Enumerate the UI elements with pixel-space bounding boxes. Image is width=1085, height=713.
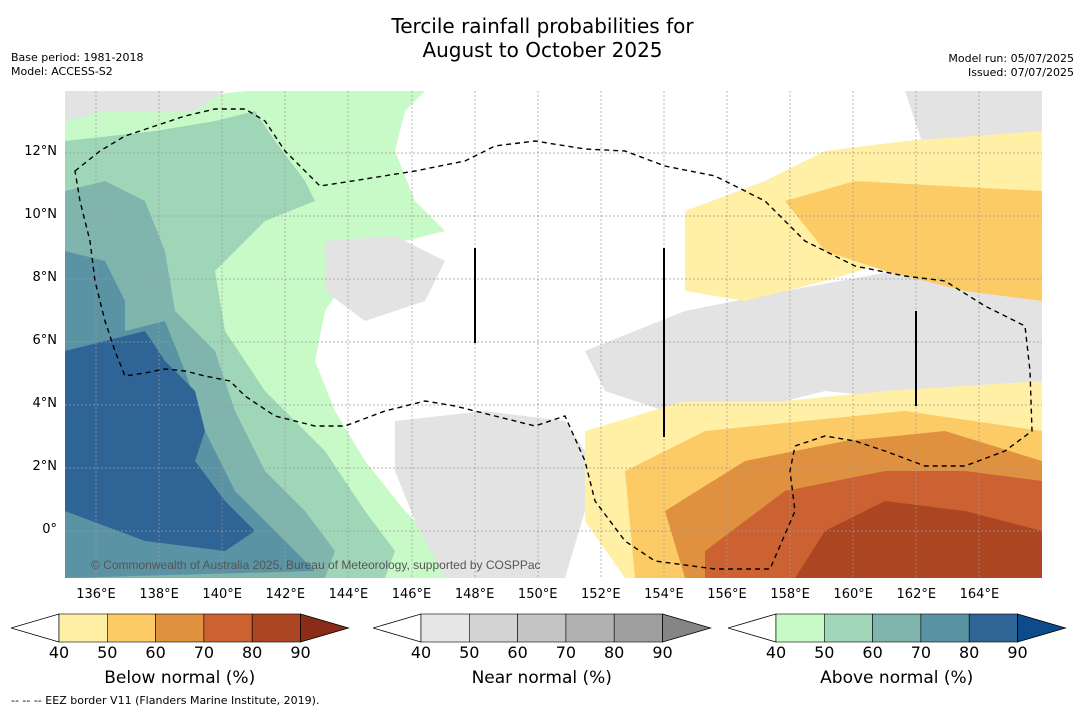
colorbar-tick: 60 [862, 643, 883, 662]
colorbar-label: Below normal (%) [104, 668, 256, 688]
near-normal-region-northwest [65, 91, 225, 121]
lat-tick-label: 4°N [32, 396, 58, 411]
rainfall-probability-map: © Commonwealth of Australia 2025, Bureau… [65, 91, 1042, 578]
colorbar-segment [469, 613, 518, 643]
colorbar-segment [517, 613, 567, 643]
colorbar-tick: 90 [1007, 643, 1028, 662]
issued-date: Issued: 07/07/2025 [967, 66, 1074, 79]
colorbar-tick: 60 [145, 643, 166, 662]
lon-tick-label: 148°E [454, 587, 495, 602]
title-line-1: Tercile rainfall probabilities for [391, 14, 694, 38]
colorbar-max-extend [662, 613, 712, 643]
colorbar-tick: 70 [910, 643, 932, 662]
colorbar-0 [11, 613, 350, 643]
lon-tick-label: 162°E [896, 587, 937, 602]
near-normal-region-central [325, 236, 445, 321]
lon-tick-label: 140°E [202, 587, 242, 602]
lon-tick-label: 164°E [959, 587, 1000, 602]
lon-tick-label: 138°E [139, 587, 179, 602]
colorbar-segment [155, 613, 205, 643]
lat-tick-label: 10°N [24, 207, 57, 222]
reference-lines [474, 248, 917, 437]
lon-tick-label: 150°E [517, 587, 558, 602]
lat-tick-label: 12°N [24, 144, 57, 159]
meta-right: Model run: 05/07/2025 Issued: 07/07/2025 [948, 52, 1074, 80]
colorbar-min-extend [728, 613, 777, 643]
lat-tick-label: 0° [42, 522, 57, 537]
footnote: -- -- -- EEZ border V11 (Flanders Marine… [11, 694, 320, 707]
colorbar-max-extend [1017, 613, 1067, 643]
near-normal-region-east [585, 261, 1042, 411]
colorbar-max-extend [300, 613, 350, 643]
colorbar-tick: 80 [242, 643, 263, 662]
meta-left: Base period: 1981-2018 Model: ACCESS-S2 [11, 51, 143, 79]
colorbar-tick: 70 [555, 643, 577, 662]
lat-tick-label: 2°N [32, 459, 58, 474]
colorbar-segment [968, 613, 1018, 643]
colorbar-tick: 60 [507, 643, 528, 662]
colorbar-tick: 40 [48, 643, 70, 662]
colorbar-tick: 70 [193, 643, 215, 662]
colorbar-min-extend [373, 613, 422, 643]
model-run: Model run: 05/07/2025 [948, 52, 1074, 65]
colorbar-1 [373, 613, 712, 643]
colorbar-tick: 80 [959, 643, 980, 662]
model-name: Model: ACCESS-S2 [11, 65, 113, 78]
lon-tick-label: 156°E [707, 587, 747, 602]
below-normal-60-north [785, 181, 1042, 301]
colorbar-min-extend [11, 613, 60, 643]
colorbar-segment [775, 613, 825, 643]
lon-tick-label: 160°E [833, 587, 873, 602]
lon-tick-label: 154°E [644, 587, 684, 602]
lon-tick-label: 152°E [581, 587, 621, 602]
near-normal-region-south [395, 411, 585, 578]
colorbar-segment [203, 613, 253, 643]
colorbar-label: Above normal (%) [820, 668, 974, 688]
colorbar-segment [872, 613, 922, 643]
colorbar-label: Near normal (%) [471, 668, 612, 688]
colorbar-segment [58, 613, 108, 643]
colorbar-tick: 40 [410, 643, 432, 662]
lon-tick-label: 158°E [770, 587, 810, 602]
colorbar-segment [565, 613, 615, 643]
colorbar-tick: 50 [97, 643, 118, 662]
colorbar-tick: 50 [814, 643, 835, 662]
title-line-2: August to October 2025 [422, 38, 663, 62]
colorbar-segment [920, 613, 970, 643]
colorbar-tick: 40 [765, 643, 787, 662]
lon-tick-label: 144°E [328, 587, 369, 602]
base-period: Base period: 1981-2018 [11, 51, 144, 64]
colorbar-tick: 90 [290, 643, 311, 662]
colorbar-segment [107, 613, 156, 643]
lon-tick-label: 142°E [265, 587, 306, 602]
colorbar-segment [420, 613, 470, 643]
colorbar-tick: 90 [652, 643, 673, 662]
colorbar-segment [613, 613, 663, 643]
lat-tick-label: 8°N [32, 270, 58, 285]
map-title: Tercile rainfall probabilities for Augus… [0, 14, 1085, 62]
lon-tick-label: 146°E [391, 587, 432, 602]
colorbar-tick: 80 [604, 643, 625, 662]
colorbar-2 [728, 613, 1067, 643]
colorbar-tick: 50 [459, 643, 480, 662]
colorbar-segment [251, 613, 301, 643]
above-normal-90-region [65, 331, 255, 551]
below-normal-90-south [795, 501, 1042, 578]
lat-tick-label: 6°N [32, 333, 58, 348]
copyright-text: © Commonwealth of Australia 2025, Bureau… [91, 558, 541, 572]
colorbar-segment [824, 613, 873, 643]
eez-border [74, 108, 1033, 570]
lon-tick-label: 136°E [76, 587, 116, 602]
